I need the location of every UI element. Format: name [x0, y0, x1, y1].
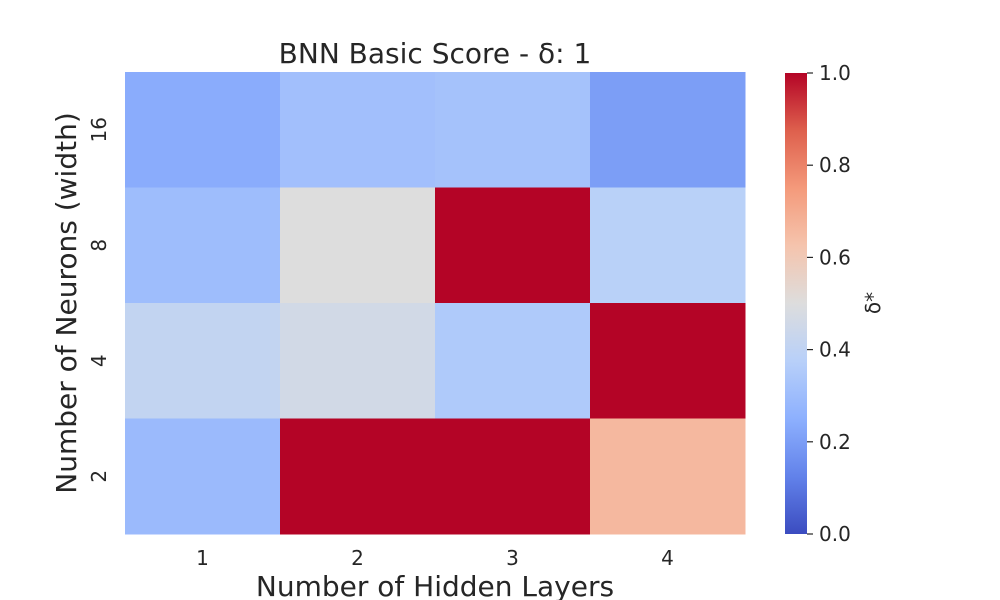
- x-tick-label: 3: [506, 546, 519, 570]
- y-tick-label: 8: [87, 239, 111, 252]
- heatmap-cell: [590, 187, 746, 304]
- heatmap-cell: [435, 187, 591, 304]
- colorbar-tick-label: 0.2: [819, 430, 851, 454]
- heatmap-cell: [590, 418, 746, 535]
- colorbar-tick-label: 0.4: [819, 338, 851, 362]
- heatmap-cell: [435, 303, 591, 419]
- colorbar-tick-label: 0.8: [819, 153, 851, 177]
- y-axis-label: Number of Neurons (width): [50, 112, 83, 493]
- y-tick-labels: 16 8 4 2: [87, 117, 111, 483]
- x-tick-label: 1: [196, 546, 209, 570]
- x-tick-label: 4: [661, 546, 674, 570]
- heatmap-cell: [590, 72, 746, 188]
- x-tick-labels: 1 2 3 4: [196, 546, 674, 570]
- heatmap-cell: [125, 72, 281, 188]
- y-tick-label: 16: [87, 117, 111, 142]
- heatmap-cell: [280, 303, 436, 419]
- y-tick-label: 4: [87, 354, 111, 367]
- heatmap-cells: [125, 72, 746, 535]
- heatmap-cell: [435, 72, 591, 188]
- heatmap-cell: [280, 187, 436, 304]
- colorbar: [785, 73, 807, 534]
- colorbar-tick-label: 0.0: [819, 522, 851, 546]
- heatmap-cell: [435, 418, 591, 535]
- x-axis-label: Number of Hidden Layers: [256, 570, 614, 600]
- heatmap-cell: [125, 418, 281, 535]
- heatmap-cell: [125, 303, 281, 419]
- chart-title: BNN Basic Score - δ: 1: [279, 37, 592, 70]
- colorbar-ticks: 0.0 0.2 0.4 0.6 0.8 1.0: [807, 61, 851, 546]
- colorbar-tick-label: 1.0: [819, 61, 851, 85]
- colorbar-label: δ*: [861, 292, 885, 314]
- colorbar-tick-label: 0.6: [819, 245, 851, 269]
- y-tick-label: 2: [87, 470, 111, 483]
- x-tick-label: 2: [351, 546, 364, 570]
- heatmap-cell: [590, 303, 746, 419]
- heatmap-cell: [280, 418, 436, 535]
- heatmap-cell: [280, 72, 436, 188]
- heatmap-cell: [125, 187, 281, 304]
